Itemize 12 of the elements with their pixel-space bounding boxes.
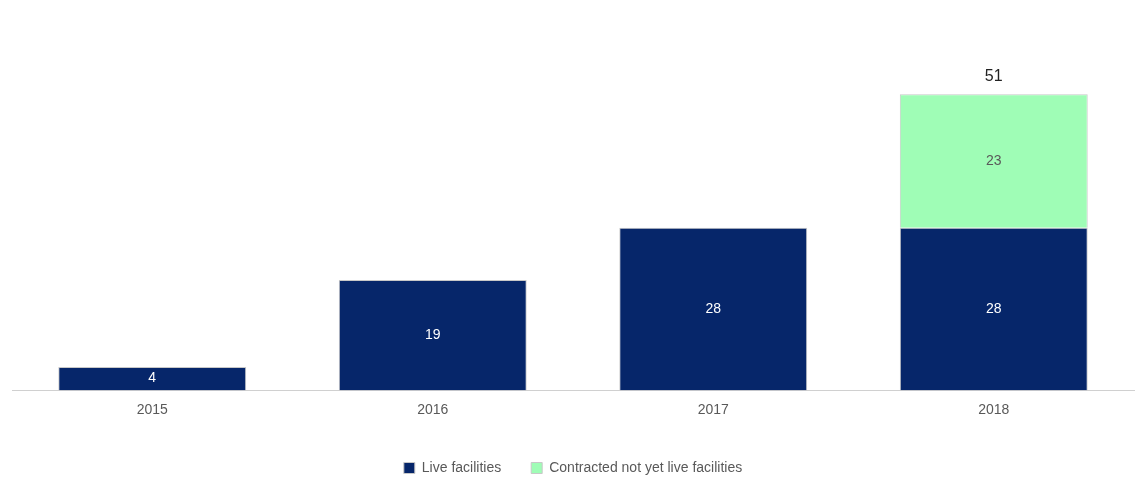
x-tick-label: 2018 (978, 401, 1010, 418)
x-tick-label: 2017 (697, 401, 730, 418)
data-label: 4 (148, 369, 157, 386)
x-tick-label: 2016 (417, 401, 449, 418)
legend-label: Contracted not yet live facilities (549, 458, 743, 475)
data-label: 19 (424, 325, 441, 342)
total-label: 51 (984, 66, 1003, 84)
x-tick-label: 2015 (136, 401, 169, 418)
data-label: 23 (985, 151, 1002, 168)
data-label: 28 (985, 299, 1002, 316)
legend-label: Live facilities (421, 458, 502, 475)
data-label: 28 (705, 299, 722, 316)
